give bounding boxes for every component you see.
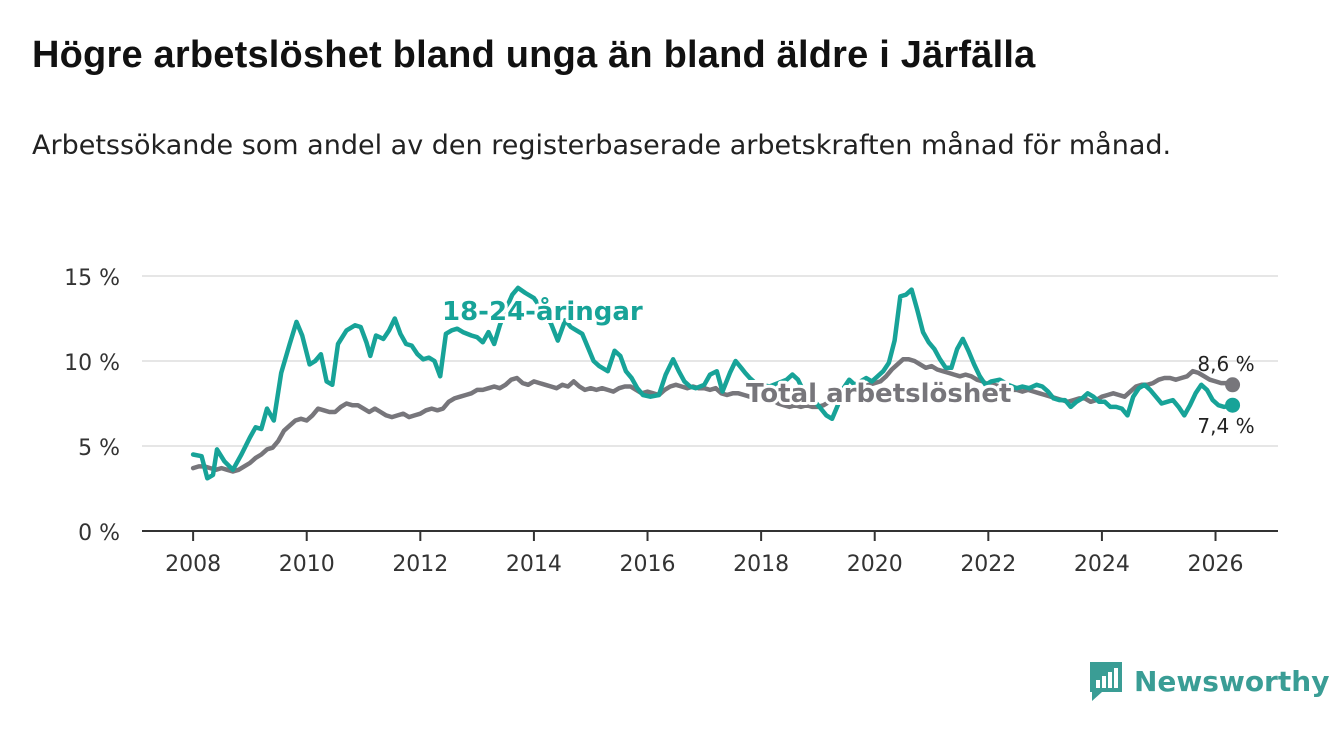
youth-series-label: 18-24-åringar (442, 295, 643, 327)
y-tick-label: 10 % (64, 351, 120, 376)
x-tick-label: 2016 (620, 552, 676, 577)
x-tick-label: 2010 (279, 552, 335, 577)
total-end-value: 8,6 % (1197, 352, 1254, 376)
x-tick-label: 2012 (392, 552, 448, 577)
youth-series-label-halo: 18-24-åringar (442, 295, 643, 327)
total-end-marker (1225, 377, 1241, 393)
x-tick-label: 2026 (1188, 552, 1244, 577)
x-axis: 2008 2010 2012 2014 2016 2018 2020 2022 2024 2026 (142, 530, 1278, 577)
total-series-label-halo: Total arbetslöshet (746, 379, 1011, 409)
x-tick-label: 2024 (1074, 552, 1130, 577)
x-tick-label: 2022 (960, 552, 1016, 577)
x-tick-label: 2020 (847, 552, 903, 577)
y-tick-label: 0 % (78, 521, 120, 546)
chart-subtitle: Arbetssökande som andel av den registerb… (32, 130, 1172, 161)
youth-series-line (190, 285, 1235, 481)
x-tick-label: 2018 (733, 552, 789, 577)
total-series-line (190, 357, 1235, 474)
brand-name: Newsworthy (1134, 664, 1330, 698)
series-lines (190, 285, 1241, 481)
brand-logo: Newsworthy (1088, 660, 1329, 702)
chart-title: Högre arbetslöshet bland unga än bland ä… (32, 34, 1036, 76)
youth-end-marker (1225, 397, 1241, 413)
gridlines (142, 275, 1278, 447)
newsworthy-logo-icon (1090, 662, 1122, 701)
x-tick-label: 2008 (165, 552, 221, 577)
y-tick-label: 5 % (78, 436, 120, 461)
total-series-label: Total arbetslöshet (746, 379, 1011, 409)
y-axis-ticks: 0 % 5 % 10 % 15 % (64, 266, 120, 546)
y-tick-label: 15 % (64, 266, 120, 291)
x-tick-label: 2014 (506, 552, 562, 577)
youth-end-value: 7,4 % (1197, 414, 1254, 438)
